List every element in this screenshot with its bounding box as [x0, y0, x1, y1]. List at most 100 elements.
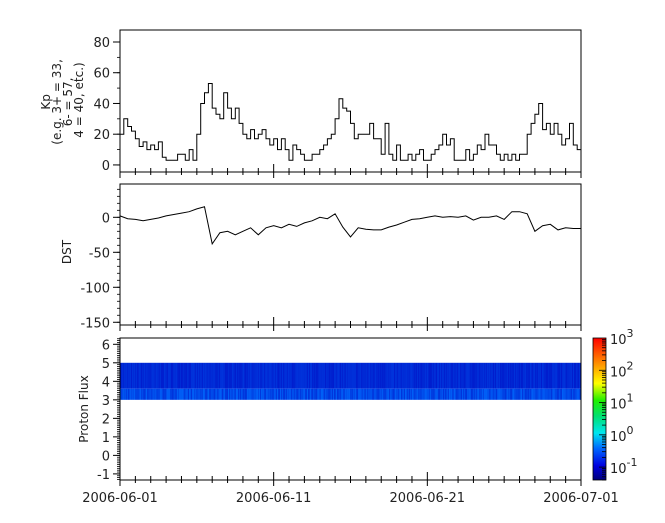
proton-flux-cell [125, 362, 127, 389]
proton-flux-cell [393, 388, 395, 400]
proton-flux-cell [447, 362, 449, 389]
proton-flux-cell [292, 362, 294, 389]
proton-flux-cell [384, 388, 386, 400]
proton-flux-cell [342, 362, 344, 389]
proton-flux-cell [419, 388, 421, 400]
proton-flux-cell [486, 362, 488, 389]
proton-flux-cell [399, 362, 401, 389]
proton-flux-cell [438, 362, 440, 389]
proton-flux-cell [227, 388, 229, 400]
proton-flux-cell [154, 388, 156, 400]
proton-flux-cell [390, 388, 392, 400]
proton-flux-cell [239, 388, 241, 400]
proton-flux-cell [319, 362, 321, 389]
proton-flux-cell [530, 388, 532, 400]
proton-flux-cell [244, 362, 246, 389]
proton-flux-cell [126, 388, 128, 400]
proton-flux-cell [404, 362, 406, 389]
proton-flux-cell [159, 388, 161, 400]
proton-flux-cell [375, 362, 377, 389]
proton-flux-cell [221, 388, 223, 400]
proton-flux-cell [480, 362, 482, 389]
proton-flux-cell [378, 362, 380, 389]
proton-flux-cell [376, 388, 378, 400]
proton-flux-cell [529, 362, 531, 389]
proton-flux-cell [335, 362, 337, 389]
proton-flux-cell [270, 362, 272, 389]
proton-flux-cell [180, 388, 182, 400]
proton-flux-cell [154, 362, 156, 389]
proton-flux-cell [138, 362, 140, 389]
proton-flux-cell [527, 388, 529, 400]
proton-flux-cell [238, 388, 240, 400]
proton-flux-cell [139, 388, 141, 400]
proton-flux-cell [253, 388, 255, 400]
proton-flux-cell [525, 362, 527, 389]
proton-flux-cell [570, 388, 572, 400]
proton-flux-cell [403, 362, 405, 389]
proton-flux-cell [203, 362, 205, 389]
x-tick-label: 2006-06-11 [236, 491, 312, 506]
proton-flux-cell [521, 388, 523, 400]
proton-flux-cell [461, 362, 463, 389]
proton-flux-cell [173, 362, 175, 389]
proton-flux-cell [171, 388, 173, 400]
proton-flux-cell [184, 388, 186, 400]
proton-flux-cell [138, 388, 140, 400]
proton-flux-cell [286, 388, 288, 400]
proton-flux-cell [447, 388, 449, 400]
proton-flux-cell [210, 362, 212, 389]
proton-flux-cell [341, 362, 343, 389]
proton-flux-cell [162, 362, 164, 389]
proton-flux-cell [472, 362, 474, 389]
proton-flux-cell [577, 388, 579, 400]
proton-flux-cell [545, 362, 547, 389]
proton-flux-cell [398, 362, 400, 389]
proton-flux-cell [467, 388, 469, 400]
proton-flux-cell [506, 388, 508, 400]
proton-flux-cell [511, 362, 513, 389]
proton-flux-cell [248, 388, 250, 400]
proton-flux-cell [143, 362, 145, 389]
proton-flux-cell [129, 362, 131, 389]
proton-flux-cell [551, 362, 553, 389]
proton-flux-cell [294, 388, 296, 400]
proton-flux-cell [236, 388, 238, 400]
proton-flux-cell [378, 388, 380, 400]
proton-flux-cell [558, 388, 560, 400]
proton-flux-cell [495, 362, 497, 389]
proton-flux-cell [224, 362, 226, 389]
proton-flux-cell [260, 362, 262, 389]
proton-flux-cell [569, 362, 571, 389]
proton-flux-cell [176, 362, 178, 389]
proton-flux-cell [359, 388, 361, 400]
proton-flux-cell [327, 362, 329, 389]
proton-flux-cell [155, 388, 157, 400]
kp-ylabel-line: 4 = 40, etc.) [72, 62, 86, 137]
proton-flux-cell [227, 362, 229, 389]
proton-flux-cell [567, 388, 569, 400]
proton-flux-cell [463, 362, 465, 389]
proton-flux-cell [246, 362, 248, 389]
proton-flux-cell [379, 362, 381, 389]
proton-flux-cell [468, 362, 470, 389]
proton-flux-cell [297, 362, 299, 389]
proton-flux-cell [355, 362, 357, 389]
proton-flux-cell [325, 362, 327, 389]
proton-flux-cell [455, 362, 457, 389]
proton-flux-cell [320, 362, 322, 389]
proton-flux-cell [524, 388, 526, 400]
proton-flux-cell [576, 388, 578, 400]
proton-flux-cell [505, 388, 507, 400]
proton-flux-cell [401, 362, 403, 389]
proton-flux-cell [268, 388, 270, 400]
proton-flux-cell [485, 388, 487, 400]
proton-flux-cell [433, 388, 435, 400]
proton-flux-cell [230, 362, 232, 389]
proton-flux-cell [315, 388, 317, 400]
proton-flux-cell [314, 388, 316, 400]
proton-flux-cell [318, 388, 320, 400]
proton-flux-cell [344, 388, 346, 400]
proton-flux-cell [386, 388, 388, 400]
proton-flux-cell [169, 388, 171, 400]
